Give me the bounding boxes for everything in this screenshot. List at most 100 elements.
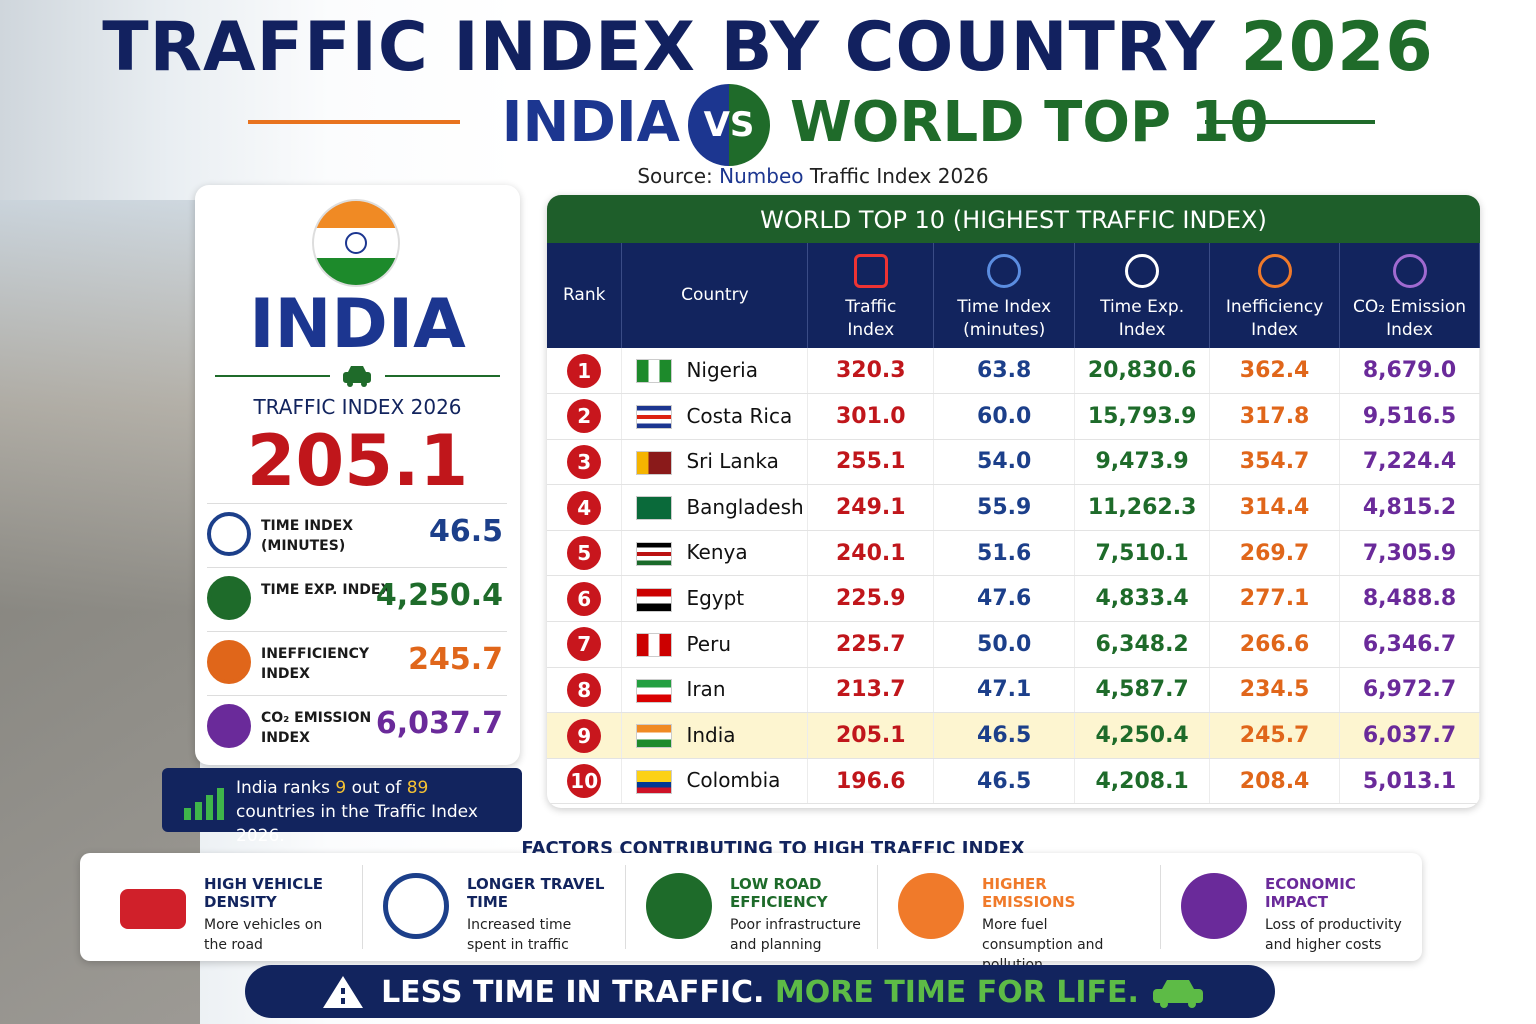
cell-value: 63.8	[977, 358, 1032, 384]
factor-desc: More vehicles on the road	[204, 917, 323, 953]
table-cell: 6,346.7	[1339, 621, 1480, 668]
data-table: Rank Country Traffic Index Time Index (minu…	[547, 243, 1480, 805]
cell-value: 234.5	[1239, 677, 1310, 703]
divider	[1205, 120, 1375, 124]
cell-value: 277.1	[1239, 586, 1310, 612]
table-cell: 6,972.7	[1339, 667, 1480, 714]
country-name: Costa Rica	[686, 403, 793, 428]
car-icon	[1153, 980, 1203, 1008]
cell-value: 11,262.3	[1087, 495, 1197, 521]
cell-value: 54.0	[977, 449, 1032, 475]
country-name: Iran	[686, 677, 726, 702]
factor: LONGER TRAVEL TIME Increased time spent i…	[362, 865, 624, 953]
column-header: Rank	[547, 243, 623, 348]
divider	[385, 375, 500, 377]
metric-label: INEFFICIENCY INDEX	[261, 646, 370, 682]
table-cell: Nigeria	[621, 348, 809, 395]
column-header: CO₂ Emission Index	[1339, 243, 1480, 348]
cell-value: 7,510.1	[1095, 540, 1189, 566]
table-cell: 55.9	[933, 484, 1076, 531]
footer-left: LESS TIME IN TRAFFIC.	[381, 975, 765, 1010]
table-cell: Iran	[621, 667, 809, 714]
note-part: out of	[346, 778, 407, 798]
factor: ECONOMIC IMPACT Loss of productivity and …	[1160, 865, 1422, 953]
table-cell: 6	[547, 575, 623, 623]
flag	[636, 769, 673, 794]
table-cell: 7,305.9	[1339, 530, 1480, 577]
table-cell: 7	[547, 621, 623, 668]
note-part: countries in the Traffic Index 2026.	[236, 802, 478, 846]
index-value: 205.1	[246, 420, 469, 502]
vs-badge: VS	[688, 84, 770, 166]
cell-value: 9,516.5	[1362, 403, 1457, 429]
note-part: 89	[406, 778, 429, 798]
column-header: Inefficiency Index	[1209, 243, 1341, 348]
factor-title: ECONOMIC IMPACT	[1265, 875, 1356, 911]
country-name: Peru	[686, 631, 731, 656]
table-cell: India	[621, 712, 809, 759]
cell-value: 4,815.2	[1362, 495, 1457, 521]
flag	[636, 359, 673, 384]
cell-value: 8,488.8	[1362, 586, 1457, 612]
table-cell: 4,815.2	[1339, 484, 1480, 531]
table-cell: 6,348.2	[1074, 621, 1211, 668]
cell-value: 46.5	[977, 723, 1032, 749]
factor-icon	[120, 889, 186, 929]
table-cell: 266.6	[1209, 621, 1341, 668]
flag	[636, 496, 673, 521]
rank-badge: 8	[567, 672, 602, 707]
divider	[215, 375, 330, 377]
cell-value: 8,679.0	[1362, 358, 1457, 384]
table-card: WORLD TOP 10 (HIGHEST TRAFFIC INDEX) Ran…	[547, 195, 1480, 808]
table-cell: 314.4	[1209, 484, 1341, 531]
cell-value: 20,830.6	[1087, 358, 1197, 384]
table-row: 2 Costa Rica 301.0 60.0 15,793.9 317.8 9,516.5	[547, 393, 1480, 440]
title-year: 2026	[1240, 8, 1434, 87]
metric-icon	[207, 704, 251, 748]
metric-icon	[207, 576, 251, 620]
table-cell: 9	[547, 712, 623, 759]
table-row: 1 Nigeria 320.3 63.8 20,830.6 362.4 8,679.0	[547, 348, 1480, 395]
metric-value: 4,250.4	[375, 578, 503, 613]
table-cell: 9,516.5	[1339, 393, 1480, 440]
country-name: Kenya	[686, 540, 748, 565]
title-main: TRAFFIC INDEX BY COUNTRY	[102, 8, 1216, 87]
source-name: Numbeo	[719, 164, 804, 188]
column-header-text: Rank	[562, 285, 606, 305]
flag	[636, 405, 673, 430]
factor-icon	[383, 873, 449, 939]
column-icon	[1257, 254, 1292, 288]
rank-badge: 9	[567, 718, 602, 753]
table-row: 8 Iran 213.7 47.1 4,587.7 234.5 6,972.7	[547, 667, 1480, 714]
table-cell: 255.1	[807, 439, 935, 486]
metric-label: TIME EXP. INDEX	[261, 582, 392, 598]
cell-value: 266.6	[1239, 631, 1310, 657]
country-name: Sri Lanka	[686, 449, 779, 474]
table-cell: Colombia	[621, 758, 809, 805]
table-cell: 47.6	[933, 575, 1076, 623]
table-cell: 3	[547, 439, 623, 486]
column-header: Time Index (minutes)	[933, 243, 1076, 348]
column-header-text: Country	[681, 285, 749, 305]
column-header: Traffic Index	[807, 243, 935, 348]
source: Source: Numbeo Traffic Index 2026	[0, 164, 1536, 188]
factor-title: LONGER TRAVEL TIME	[467, 875, 605, 911]
column-header-text: Traffic Index	[845, 297, 897, 340]
factor: HIGHER EMISSIONS More fuel consumption an…	[877, 865, 1139, 973]
table-row: 9 India 205.1 46.5 4,250.4 245.7 6,037.7	[547, 712, 1480, 759]
factor-desc: Poor infrastructure and planning	[730, 917, 861, 953]
cell-value: 9,473.9	[1095, 449, 1189, 475]
cell-value: 50.0	[977, 631, 1032, 657]
table-cell: 208.4	[1209, 758, 1341, 805]
source-rest: Traffic Index 2026	[809, 164, 989, 188]
cell-value: 6,348.2	[1095, 631, 1189, 657]
table-cell: 240.1	[807, 530, 935, 577]
cell-value: 6,972.7	[1362, 677, 1457, 703]
cell-value: 4,833.4	[1095, 586, 1189, 612]
metric: TIME INDEX (MINUTES) 46.5	[207, 503, 507, 561]
metric-value: 245.7	[408, 642, 503, 677]
table-cell: 354.7	[1209, 439, 1341, 486]
cell-value: 314.4	[1239, 495, 1310, 521]
table-cell: Costa Rica	[621, 393, 809, 440]
cell-value: 255.1	[836, 449, 906, 475]
